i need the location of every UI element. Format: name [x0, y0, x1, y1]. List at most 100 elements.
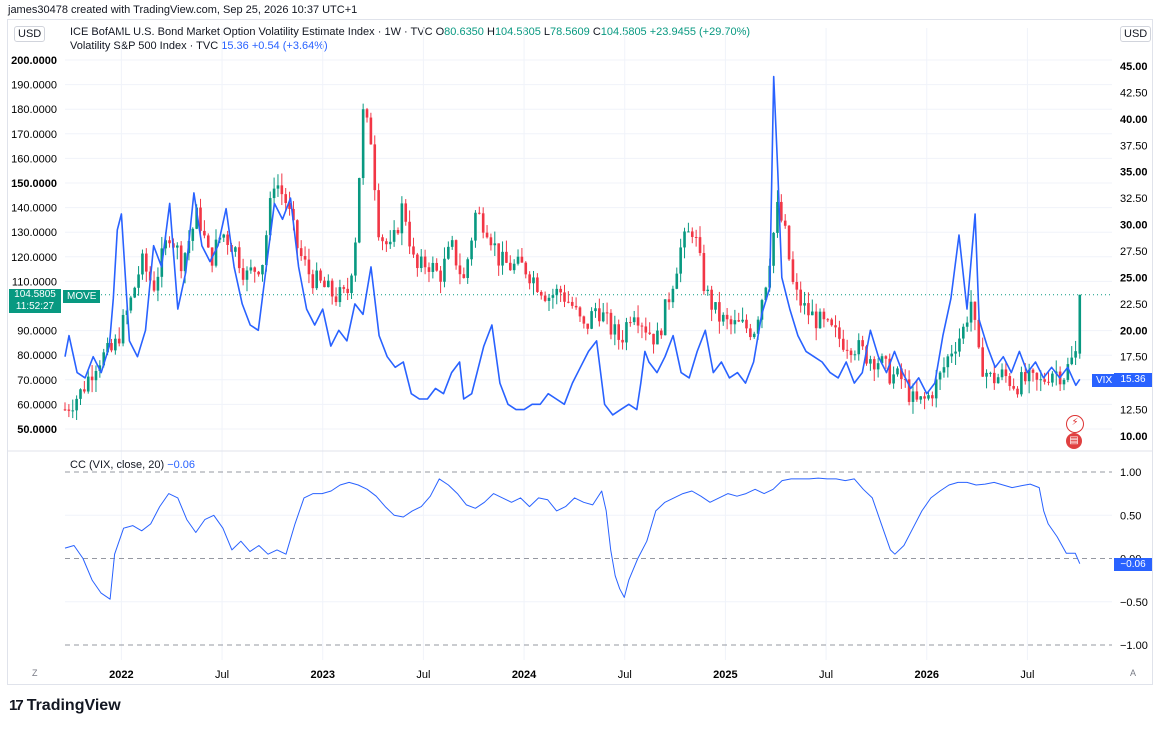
move-candle-body — [865, 346, 868, 364]
move-candle-body — [683, 231, 686, 248]
move-candle-body — [226, 234, 229, 245]
move-candle-body — [687, 231, 690, 233]
y-right-tick-label: 40.00 — [1120, 114, 1148, 126]
move-candle-body — [737, 320, 741, 322]
move-candle-body — [749, 328, 752, 338]
move-candle-body — [458, 265, 462, 275]
y-left-tick-label: 90.0000 — [17, 326, 57, 338]
legend-vix[interactable]: Volatility S&P 500 Index · TVC 15.36 +0.… — [70, 40, 328, 52]
move-candle-body — [265, 235, 268, 265]
move-candle-body — [86, 376, 90, 392]
move-candle-body — [907, 379, 911, 402]
move-candle-body — [725, 314, 729, 320]
move-candle-body — [145, 253, 148, 272]
move-candle-body — [934, 379, 938, 399]
move-candle-body — [543, 295, 547, 301]
move-candle-body — [981, 347, 984, 377]
move-candle-body — [590, 311, 593, 329]
move-candle-body — [690, 231, 694, 237]
move-candle-body — [977, 319, 981, 348]
move-candle-body — [613, 324, 617, 335]
move-candle-body — [617, 324, 621, 340]
move-candle-body — [435, 262, 439, 271]
y-left-tick-label: 180.0000 — [11, 104, 57, 116]
y-left-tick-label: 140.0000 — [11, 203, 57, 215]
move-candle-body — [83, 389, 86, 392]
legend-vix-name: Volatility S&P 500 Index · TVC — [70, 40, 219, 52]
y-right-tick-label: 37.50 — [1120, 140, 1148, 152]
move-candle-body — [501, 251, 504, 266]
us-flag-icon[interactable]: ▤ — [1066, 433, 1082, 449]
move-candle-body — [563, 292, 566, 302]
move-candle-body — [834, 325, 837, 328]
move-candle-body — [551, 295, 555, 298]
move-candle-body — [214, 239, 218, 266]
move-candle-body — [528, 274, 531, 284]
y-left-tick-label: 130.0000 — [11, 227, 57, 239]
x-tick-label: 2022 — [109, 669, 133, 681]
move-candle-body — [532, 277, 535, 284]
move-candle-body — [1020, 372, 1023, 395]
y-right-tick-label: 42.50 — [1120, 87, 1148, 99]
x-tick-label: 2024 — [512, 669, 537, 681]
move-candle-body — [625, 322, 628, 343]
auto-scale-button[interactable]: A — [1130, 668, 1137, 678]
move-candle-body — [303, 256, 307, 260]
move-candle-body — [811, 311, 814, 316]
move-candle-body — [911, 391, 915, 402]
move-candle-body — [1000, 369, 1004, 378]
move-candle-body — [876, 363, 880, 370]
timezone-z-button[interactable]: Z — [32, 668, 38, 678]
cc-tick-label: −0.50 — [1120, 597, 1148, 609]
cc-line — [64, 477, 1081, 600]
cc-legend[interactable]: CC (VIX, close, 20) −0.06 — [70, 459, 195, 471]
x-tick-label: 2026 — [915, 669, 939, 681]
move-candle-body — [629, 322, 632, 324]
vix-series — [64, 75, 1081, 416]
move-candle-body — [470, 240, 473, 260]
move-candle-body — [636, 317, 640, 326]
move-candle-body — [857, 340, 861, 355]
move-candle-body — [1035, 372, 1039, 380]
move-candle-body — [164, 240, 167, 249]
legend-move-close: 104.5805 — [600, 26, 647, 38]
move-candle-body — [884, 356, 888, 359]
legend-move-low: 78.5609 — [550, 26, 590, 38]
lightning-event-icon[interactable]: ⚡ — [1066, 415, 1084, 433]
move-candle-body — [892, 374, 895, 384]
y-right-tick-label: 17.50 — [1120, 352, 1148, 364]
move-candle-body — [419, 256, 423, 269]
tradingview-logo[interactable]: 17 TradingView — [9, 697, 121, 715]
y-left-tick-label: 150.0000 — [11, 178, 57, 190]
move-candle-body — [114, 338, 117, 351]
move-candle-body — [323, 280, 326, 288]
currency-right-button[interactable]: USD — [1120, 26, 1152, 42]
cc-value-tag: −0.06 — [1114, 558, 1152, 571]
move-candle-body — [710, 289, 713, 310]
move-candle-body — [598, 308, 601, 322]
move-candle-body — [915, 391, 919, 400]
move-candle-body — [280, 185, 284, 195]
move-candle-body — [900, 368, 903, 380]
move-candle-body — [996, 377, 1000, 384]
move-candle-body — [826, 319, 830, 321]
move-candle-body — [1008, 376, 1012, 387]
move-countdown: 11:52:27 — [15, 301, 55, 312]
move-candle-body — [508, 262, 512, 271]
move-candle-body — [288, 202, 291, 209]
move-candle-body — [110, 343, 113, 351]
move-candle-body — [818, 311, 822, 329]
move-candle-body — [702, 252, 706, 292]
move-candle-body — [121, 314, 125, 344]
move-candle-body — [408, 221, 411, 247]
move-candle-body — [605, 312, 609, 314]
y-left-tick-label: 80.0000 — [17, 350, 57, 362]
move-candle-body — [369, 117, 373, 145]
currency-left-button[interactable]: USD — [14, 26, 46, 42]
move-candle-body — [396, 230, 400, 234]
y-left-tick-label: 110.0000 — [12, 276, 57, 288]
move-candle-body — [195, 207, 198, 229]
y-left-tick-label: 170.0000 — [11, 129, 57, 141]
move-candle-body — [923, 396, 926, 399]
